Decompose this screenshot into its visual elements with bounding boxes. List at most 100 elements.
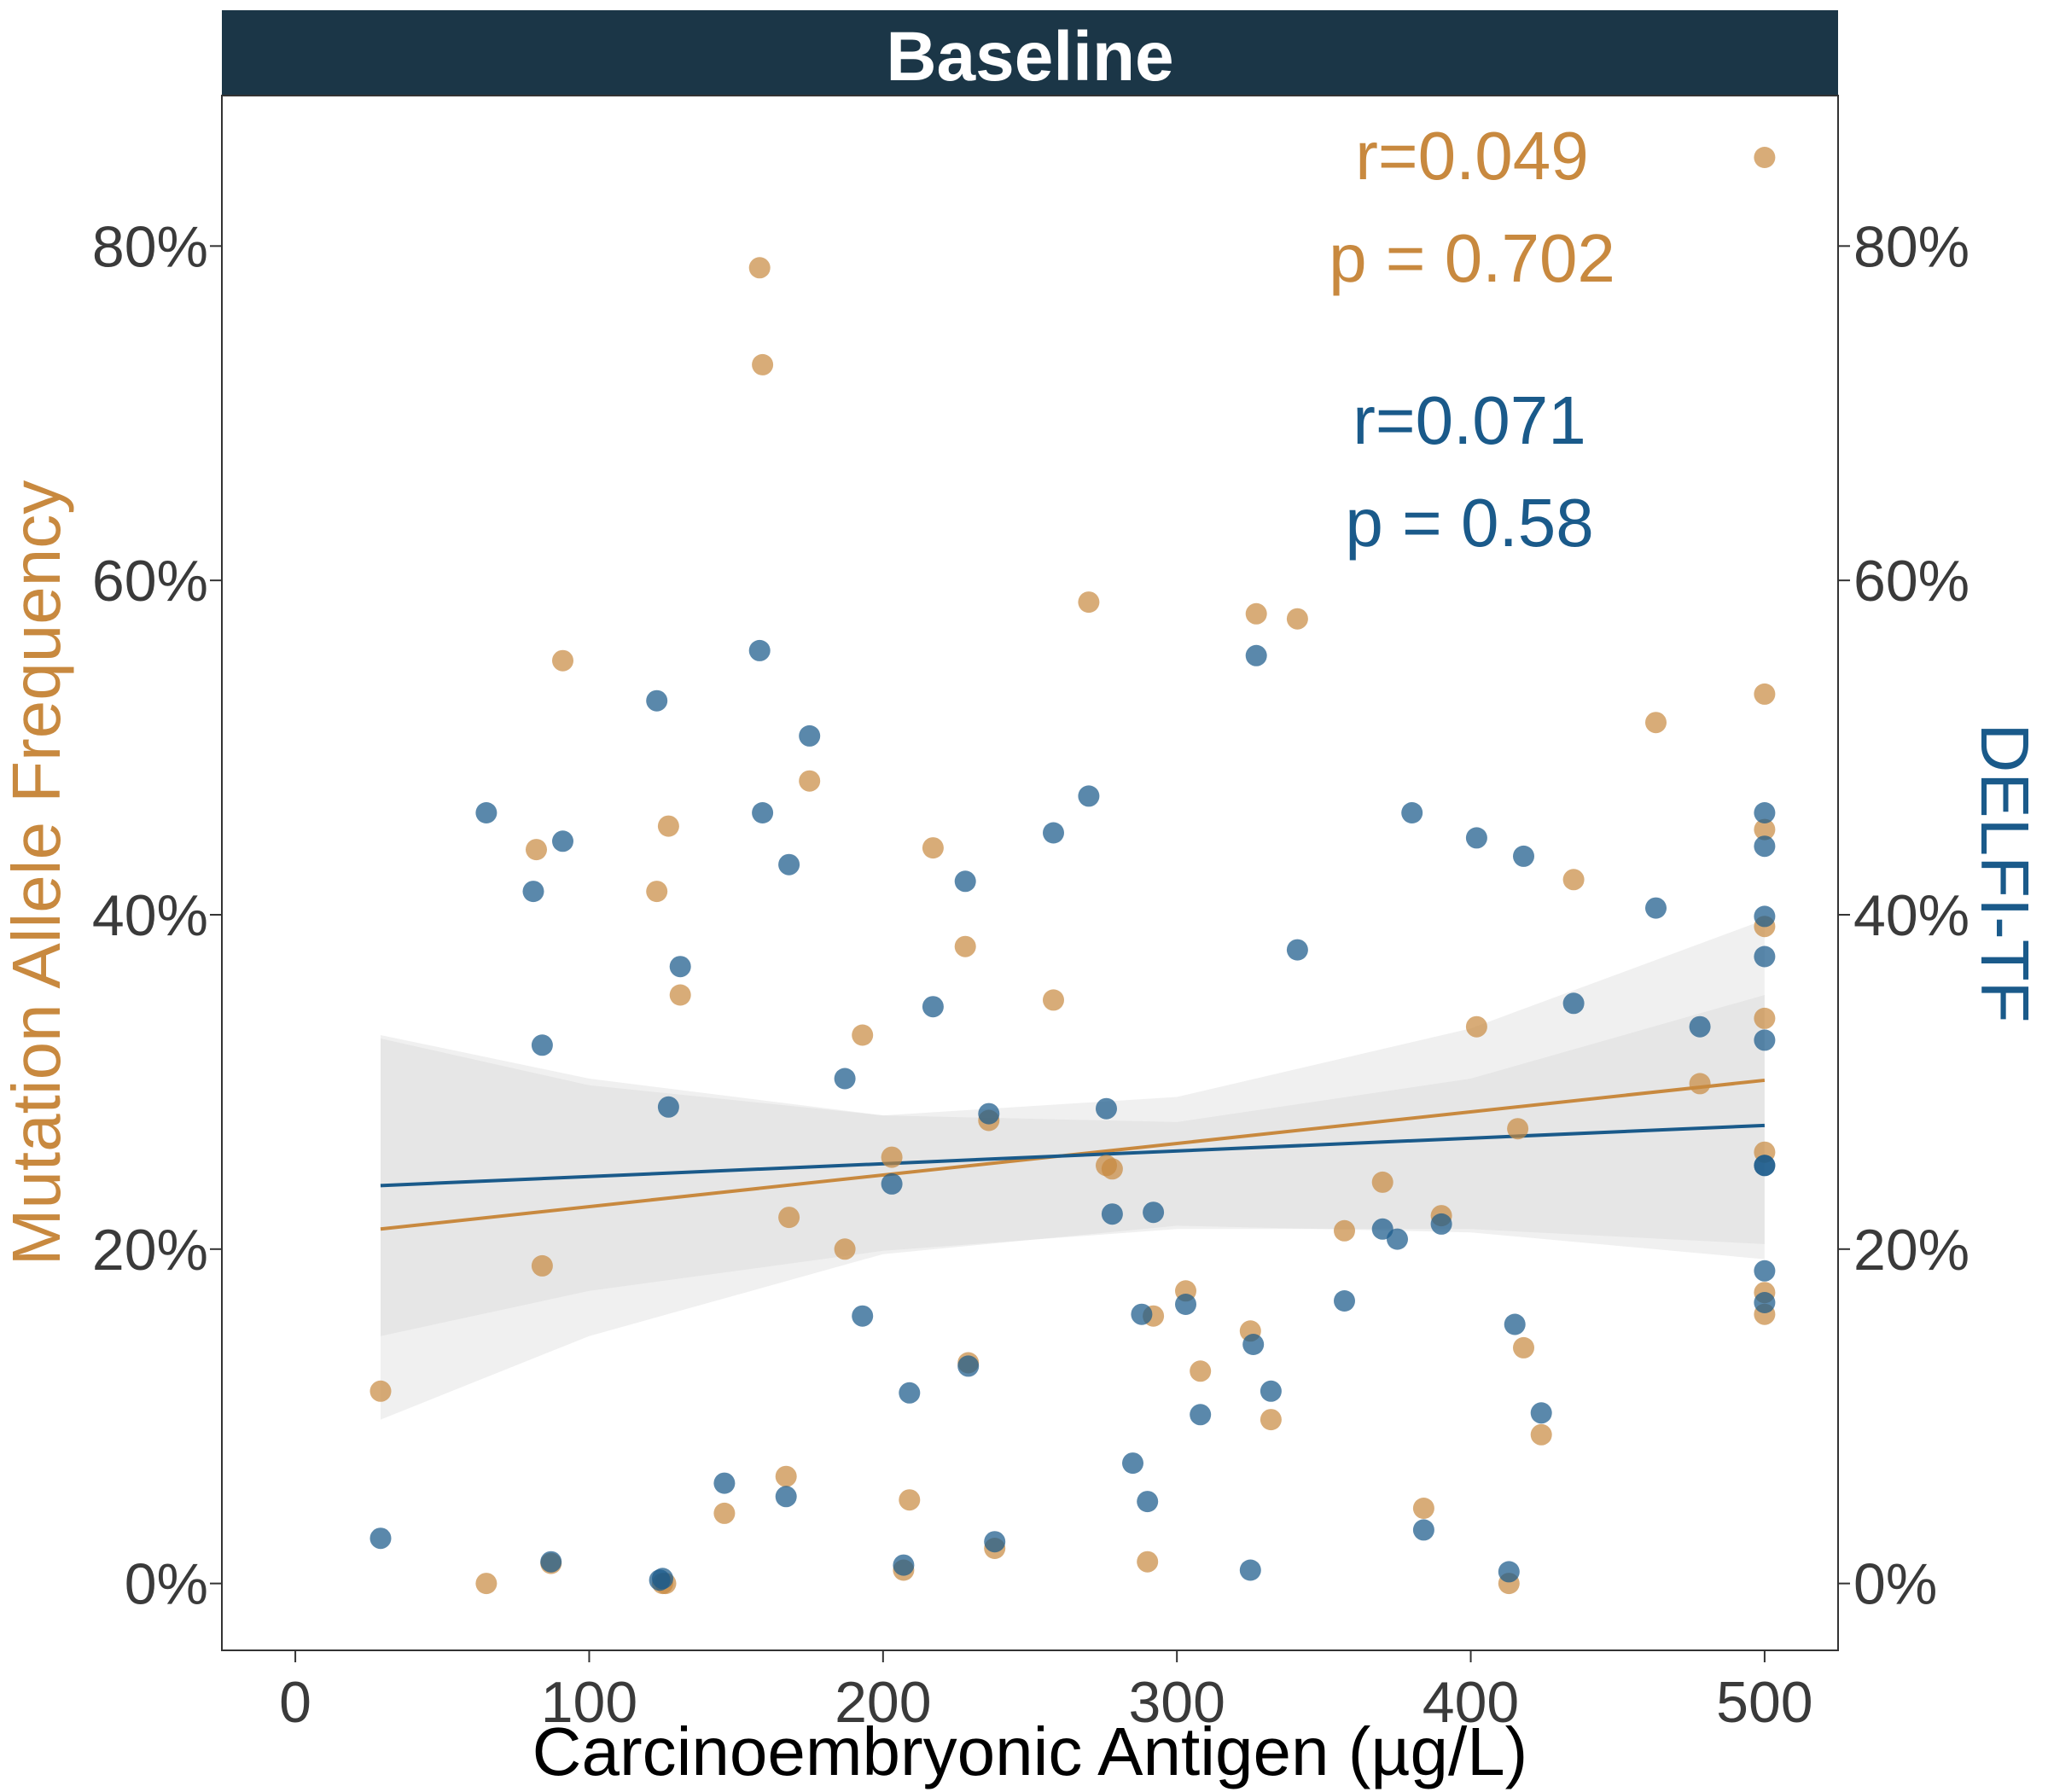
delfi-point	[957, 1355, 980, 1377]
delfi-point	[1754, 905, 1776, 928]
maf-point	[1260, 1409, 1282, 1431]
left-y-tick-label: 60%	[92, 549, 208, 614]
maf-point	[881, 1146, 903, 1168]
right-y-tick-label: 20%	[1853, 1218, 1969, 1283]
maf-point	[1371, 1171, 1393, 1193]
delfi-point	[1096, 1097, 1117, 1120]
delfi-point	[1260, 1380, 1282, 1402]
delfi-point	[1401, 802, 1423, 823]
delfi-point	[531, 1034, 553, 1056]
delfi-point	[1387, 1228, 1408, 1250]
maf-point	[531, 1254, 553, 1277]
delfi-point	[1754, 1155, 1776, 1177]
maf-point	[775, 1465, 797, 1487]
regression-lines	[380, 1078, 1766, 1231]
x-tick-label: 100	[541, 1670, 637, 1735]
delfi-point	[799, 724, 821, 747]
delfi-point	[1645, 897, 1667, 919]
delfi-point	[1754, 1292, 1776, 1313]
delfi-point	[852, 1305, 874, 1327]
maf-point	[1245, 602, 1267, 625]
delfi-point	[1131, 1303, 1153, 1325]
right-y-tick-label: 60%	[1853, 549, 1969, 614]
delfi-point	[1175, 1294, 1196, 1315]
delfi-point	[752, 802, 774, 823]
delfi-point	[522, 881, 544, 903]
maf-point	[475, 1573, 497, 1595]
delfi-point	[540, 1551, 562, 1573]
delfi-point	[1078, 785, 1100, 807]
x-tick-label: 300	[1128, 1670, 1225, 1735]
delfi-point	[1530, 1402, 1552, 1424]
delfi-point	[1465, 827, 1487, 849]
x-tick-label: 500	[1716, 1670, 1812, 1735]
right-y-tick-label: 0%	[1853, 1552, 1937, 1617]
delfi-point	[1754, 1029, 1776, 1051]
maf-point	[752, 353, 774, 375]
delfi-point	[1239, 1559, 1261, 1581]
delfi-point	[954, 870, 976, 893]
delfi-correlation-label: r=0.071	[1353, 382, 1586, 458]
plot-panel-border	[221, 95, 1839, 1651]
delfi-point	[669, 956, 691, 978]
maf-point	[834, 1238, 856, 1260]
maf-point	[852, 1024, 874, 1046]
maf-point	[1507, 1118, 1529, 1140]
delfi-point	[775, 1486, 797, 1508]
maf-point	[748, 257, 771, 279]
regression-line-1	[380, 1123, 1765, 1188]
panel-title: Baseline	[886, 18, 1173, 96]
maf-point	[713, 1502, 736, 1524]
right-y-tick-label: 80%	[1853, 214, 1969, 279]
delfi-point	[1754, 802, 1776, 823]
delfi-point	[1562, 992, 1585, 1015]
maf-point	[1043, 989, 1064, 1011]
maf-point	[669, 984, 691, 1006]
x-tick-label: 200	[835, 1670, 931, 1735]
axes: 0 100 200 300 400 500 0% 0% 20% 20% 40% 40% 60% 60% 80…	[92, 214, 1969, 1735]
maf-point	[954, 935, 976, 957]
delfi-point	[748, 639, 771, 661]
delfi-point	[646, 689, 668, 712]
right-y-tick-label: 40%	[1853, 883, 1969, 948]
maf-point	[799, 770, 821, 792]
delfi-point	[899, 1382, 921, 1404]
delfi-point	[1754, 1260, 1776, 1282]
delfi-point	[1498, 1561, 1520, 1583]
delfi-point	[1286, 939, 1308, 961]
maf-pvalue-label: p = 0.702	[1329, 220, 1615, 296]
delfi-point	[652, 1568, 673, 1590]
maf-point	[1754, 683, 1776, 705]
scatter-points	[369, 147, 1776, 1595]
delfi-point	[475, 802, 497, 823]
confidence-band-0	[381, 919, 1765, 1420]
delfi-point	[1143, 1201, 1165, 1224]
delfi-point	[552, 830, 573, 852]
right-y-axis-title: DELFI-TF	[1967, 723, 2043, 1022]
x-tick-label: 400	[1423, 1670, 1519, 1735]
delfi-pvalue-label: p = 0.58	[1345, 485, 1593, 561]
delfi-point	[1242, 1334, 1265, 1355]
delfi-point	[1245, 644, 1267, 666]
maf-point	[1562, 869, 1585, 891]
maf-correlation-label: r=0.049	[1355, 118, 1589, 194]
left-y-tick-label: 20%	[92, 1218, 208, 1283]
maf-point	[1754, 1007, 1776, 1029]
delfi-point	[978, 1103, 1000, 1125]
maf-point	[922, 837, 944, 859]
maf-point	[1334, 1219, 1355, 1242]
maf-point	[1286, 608, 1308, 630]
title-bar	[222, 10, 1838, 96]
delfi-point	[369, 1527, 392, 1550]
maf-point	[1190, 1360, 1212, 1382]
delfi-point	[1101, 1203, 1123, 1225]
maf-point	[1513, 1336, 1534, 1359]
maf-point	[552, 649, 573, 672]
delfi-point	[1504, 1313, 1526, 1335]
delfi-point	[984, 1531, 1006, 1553]
left-y-tick-label: 40%	[92, 883, 208, 948]
delfi-point	[1513, 845, 1534, 867]
maf-point	[1465, 1015, 1487, 1038]
delfi-point	[1754, 945, 1776, 968]
